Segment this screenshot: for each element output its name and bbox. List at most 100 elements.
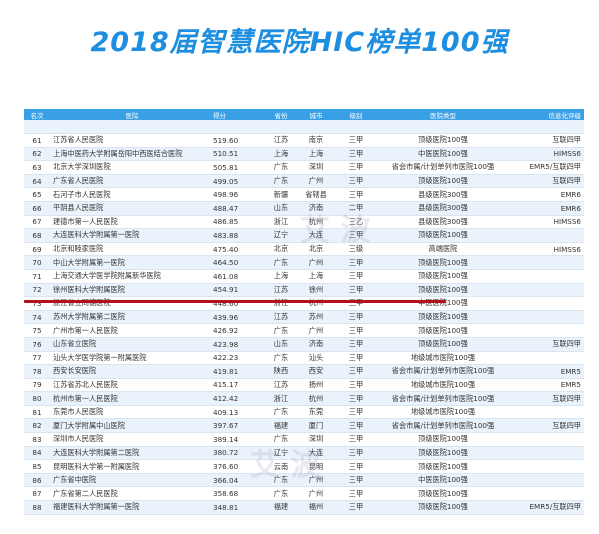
cell-rank: 82	[32, 421, 42, 431]
cell-city: 北京	[308, 244, 324, 254]
cell-province: 广东	[273, 407, 289, 417]
cell-province: 福建	[273, 420, 289, 430]
cell-score: 358.68	[213, 489, 239, 499]
ranking-table: 名次 医院 得分 省份 城市 级别 医院类型 信息化评级 61 江苏省人民医院 51…	[24, 109, 584, 515]
cell-province: 山东	[273, 203, 289, 213]
cell-city: 大连	[308, 447, 324, 457]
cell-level: 三甲	[348, 135, 364, 145]
cell-type: 地级城市医院100强	[410, 379, 476, 389]
table-row: 80 杭州市第一人民医院 412.42 浙江 杭州 三甲 省会市属/计划单列市医院100强 互…	[24, 392, 584, 406]
cell-type: 中医医院100强	[418, 475, 468, 485]
cell-type: 顶级医院100强	[418, 461, 468, 471]
cell-province: 江苏	[273, 312, 289, 322]
cell-info-rating: 互联四甲	[552, 135, 581, 145]
cell-type: 顶级医院100强	[418, 284, 468, 294]
cell-type: 顶级医院100强	[418, 176, 468, 186]
cell-province: 浙江	[273, 393, 289, 403]
cell-score: 510.51	[213, 149, 239, 159]
table-row: 74 苏州大学附属第二医院 439.96 江苏 苏州 三甲 顶级医院100强	[24, 310, 584, 325]
cell-rank: 65	[32, 190, 42, 200]
cell-rank: 84	[32, 448, 42, 458]
cell-score: 423.98	[213, 339, 239, 349]
cell-type: 顶级医院100强	[418, 339, 468, 349]
cell-rank: 66	[32, 203, 42, 213]
cell-city: 东莞	[308, 407, 324, 417]
cell-rank: 81	[32, 407, 42, 417]
cell-rank: 70	[32, 258, 42, 268]
cell-score: 488.47	[213, 203, 239, 213]
table-row: 81 东莞市人民医院 409.13 广东 东莞 三甲 地级城市医院100强	[24, 406, 584, 420]
cell-province: 上海	[273, 271, 289, 281]
cell-rank: 79	[32, 380, 42, 390]
cell-hospital: 大连医科大学附属第一医院	[53, 230, 140, 240]
header-hospital: 医院	[125, 111, 139, 120]
cell-hospital: 平阴县人民医院	[53, 203, 104, 213]
cell-type: 县级医院300强	[418, 216, 468, 226]
cell-rank: 71	[32, 271, 42, 281]
cell-city: 苏州	[308, 312, 324, 322]
cell-score: 426.92	[213, 326, 239, 336]
cell-hospital: 山东省立医院	[53, 339, 97, 349]
cell-info-rating: EMR5/互联四甲	[529, 162, 581, 172]
cell-hospital: 厦门大学附属中山医院	[53, 420, 125, 430]
cell-score: 499.05	[213, 176, 239, 186]
cell-city: 厦门	[308, 420, 324, 430]
cell-city: 济南	[308, 339, 324, 349]
cell-rank: 69	[32, 244, 42, 254]
table-row: 84 大连医科大学附属第二医院 380.72 辽宁 大连 三甲 顶级医院100强	[24, 446, 584, 461]
cell-info-rating: EMR6	[560, 190, 581, 200]
cell-type: 省会市属/计划单列市医院100强	[391, 162, 495, 172]
cell-city: 昆明	[308, 461, 324, 471]
cell-hospital: 上海中医药大学附属岳阳中西医结合医院	[53, 148, 183, 158]
cell-hospital: 深圳市人民医院	[53, 434, 104, 444]
table-row: 61 江苏省人民医院 519.60 江苏 南京 三甲 顶级医院100强 互联四甲	[24, 134, 584, 148]
table-row: 82 厦门大学附属中山医院 397.67 福建 厦门 三甲 省会市属/计划单列市医院100强…	[24, 419, 584, 434]
cell-level: 三甲	[348, 434, 364, 444]
table-row: 64 广东省人民医院 499.05 广东 广州 三甲 顶级医院100强 互联四甲	[24, 174, 584, 189]
table-row: 68 大连医科大学附属第一医院 483.88 辽宁 大连 三甲 顶级医院100强	[24, 229, 584, 243]
cell-hospital: 中山大学附属第一医院	[53, 257, 125, 267]
cell-city: 广州	[308, 488, 324, 498]
cell-hospital: 石河子市人民医院	[53, 189, 111, 199]
cell-type: 高端医院	[428, 244, 458, 254]
table-row: 85 昆明医科大学第一附属医院 376.60 云南 昆明 三甲 顶级医院100强	[24, 460, 584, 474]
cell-score: 475.40	[213, 244, 239, 254]
cell-info-rating: 互联四甲	[552, 176, 581, 186]
table-header: 名次 医院 得分 省份 城市 级别 医院类型 信息化评级	[24, 109, 584, 120]
cell-type: 顶级医院100强	[418, 434, 468, 444]
table-row: 75 广州市第一人民医院 426.92 广东 广州 三甲 顶级医院100强	[24, 324, 584, 338]
cell-hospital: 汕头大学医学院第一附属医院	[53, 352, 147, 362]
header-info-rating: 信息化评级	[548, 111, 582, 120]
cell-score: 519.60	[213, 135, 239, 145]
cell-hospital: 东莞市人民医院	[53, 407, 104, 417]
cell-rank: 83	[32, 434, 42, 444]
cell-type: 顶级医院100强	[418, 447, 468, 457]
cell-hospital: 西安长安医院	[53, 366, 97, 376]
cell-province: 云南	[273, 461, 289, 471]
cell-rank: 64	[32, 176, 42, 186]
cell-type: 地级城市医院100强	[410, 352, 476, 362]
table-row: 71 上海交通大学医学院附属新华医院 461.08 上海 上海 三甲 顶级医院100强	[24, 270, 584, 284]
cell-type: 地级城市医院100强	[410, 407, 476, 417]
cell-rank: 63	[32, 162, 42, 172]
cell-type: 县级医院300强	[418, 189, 468, 199]
table-row: 65 石河子市人民医院 498.96 新疆 省辖县 三甲 县级医院300强 EMR6	[24, 188, 584, 202]
cell-score: 498.96	[213, 190, 239, 200]
cell-level: 三甲	[348, 447, 364, 457]
cell-info-rating: HIMSS6	[553, 244, 581, 254]
cell-type: 顶级医院100强	[418, 312, 468, 322]
cell-hospital: 北京和睦家医院	[53, 244, 104, 254]
cell-province: 江苏	[273, 284, 289, 294]
table-row: 76 山东省立医院 423.98 山东 济南 三甲 顶级医院100强 互联四甲	[24, 337, 584, 352]
cell-hospital: 杭州市第一人民医院	[53, 393, 118, 403]
cell-info-rating: HIMSS6	[553, 149, 581, 159]
table-row: 78 西安长安医院 419.81 陕西 西安 三甲 省会市属/计划单列市医院100强 EMR5	[24, 365, 584, 379]
cell-province: 广东	[273, 475, 289, 485]
cell-province: 新疆	[273, 189, 289, 199]
cell-province: 广东	[273, 352, 289, 362]
cell-province: 广东	[273, 325, 289, 335]
cell-level: 三甲	[348, 461, 364, 471]
cell-province: 广东	[273, 176, 289, 186]
cell-type: 顶级医院100强	[418, 502, 468, 512]
cell-score: 422.23	[213, 353, 239, 363]
